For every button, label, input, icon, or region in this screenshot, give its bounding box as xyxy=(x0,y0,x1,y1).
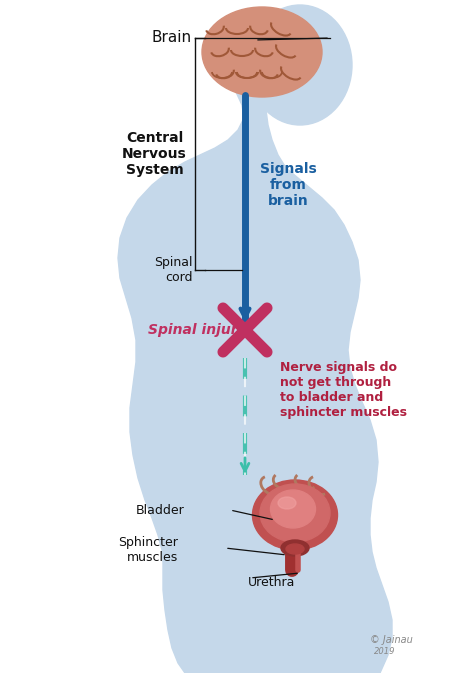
Text: Brain: Brain xyxy=(152,30,192,46)
Text: Nerve signals do
not get through
to bladder and
sphincter muscles: Nerve signals do not get through to blad… xyxy=(280,361,407,419)
Text: Spinal injury: Spinal injury xyxy=(148,323,246,337)
Ellipse shape xyxy=(248,5,352,125)
Ellipse shape xyxy=(281,540,309,556)
Text: 2019: 2019 xyxy=(374,647,395,656)
Text: Signals
from
brain: Signals from brain xyxy=(260,162,317,208)
Ellipse shape xyxy=(278,497,296,509)
Ellipse shape xyxy=(286,544,304,554)
Ellipse shape xyxy=(260,484,330,542)
Ellipse shape xyxy=(202,7,322,97)
Text: Central
Nervous
System: Central Nervous System xyxy=(122,131,187,177)
Polygon shape xyxy=(118,10,392,673)
Text: Spinal
cord: Spinal cord xyxy=(155,256,193,284)
Text: Urethra: Urethra xyxy=(248,575,295,588)
Text: Sphincter
muscles: Sphincter muscles xyxy=(118,536,178,564)
Text: © Jainau: © Jainau xyxy=(370,635,413,645)
Text: Bladder: Bladder xyxy=(136,503,185,516)
Ellipse shape xyxy=(271,490,316,528)
Ellipse shape xyxy=(253,480,337,550)
